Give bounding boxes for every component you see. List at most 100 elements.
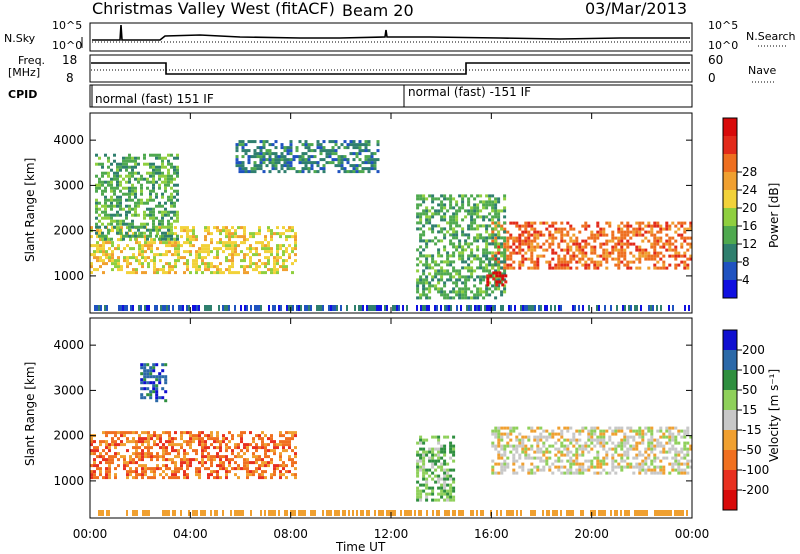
power-cell (485, 287, 489, 291)
velocity-cell (162, 458, 165, 462)
power-cell (280, 152, 284, 156)
power-cell (422, 254, 426, 258)
power-near-cell (660, 305, 662, 311)
velocity-cell (566, 447, 570, 451)
power-colorbar-swatch (723, 154, 737, 172)
velocity-cell (279, 470, 282, 474)
power-cell (304, 152, 308, 156)
power-near-cell (258, 305, 260, 311)
power-cell (488, 251, 492, 255)
power-cell (512, 251, 516, 255)
power-cell (635, 230, 639, 234)
velocity-cell (240, 440, 243, 444)
velocity-cell (93, 464, 96, 468)
velocity-near-cell (136, 510, 138, 516)
power-cell (247, 161, 251, 165)
power-cell (431, 230, 435, 234)
velocity-cell (563, 465, 567, 469)
power-cell (455, 248, 459, 252)
power-cell (440, 254, 444, 258)
power-cell (241, 161, 245, 165)
power-cell (443, 218, 447, 222)
velocity-cell (161, 363, 165, 367)
velocity-near-cell (602, 510, 604, 516)
power-cell (536, 263, 540, 267)
velocity-cell (497, 441, 501, 445)
power-cell (434, 260, 438, 264)
power-cell (177, 259, 180, 263)
velocity-cell (228, 446, 231, 450)
velocity-cell (150, 476, 153, 480)
power-cell (93, 268, 96, 272)
velocity-cell (156, 452, 159, 456)
power-cell (195, 259, 198, 263)
velocity-cell (213, 455, 216, 459)
velocity-colorbar-tick-label: -50 (742, 443, 762, 457)
velocity-near-cell (292, 510, 294, 516)
velocity-cell (216, 470, 219, 474)
power-cell (638, 257, 642, 261)
power-cell (566, 230, 570, 234)
velocity-cell (533, 450, 537, 454)
power-cell (234, 235, 237, 239)
power-cell (437, 269, 441, 273)
power-cell (268, 152, 272, 156)
power-cell (122, 186, 125, 190)
velocity-cell (419, 483, 423, 487)
power-cell (557, 257, 561, 261)
power-cell (225, 235, 228, 239)
velocity-cell (90, 443, 93, 447)
power-cell (644, 236, 648, 240)
power-cell (96, 244, 99, 248)
power-cell (140, 192, 143, 196)
power-cell (443, 212, 447, 216)
power-cell (470, 248, 474, 252)
velocity-cell (126, 461, 129, 465)
power-cell (120, 268, 123, 272)
velocity-near-cell (676, 510, 678, 516)
power-cell (425, 287, 429, 291)
power-cell (167, 180, 170, 184)
velocity-cell (560, 471, 564, 475)
velocity-cell (587, 429, 591, 433)
velocity-cell (593, 429, 597, 433)
power-cell (431, 215, 435, 219)
power-cell (259, 164, 263, 168)
velocity-cell (674, 450, 678, 454)
power-cell (247, 149, 251, 153)
velocity-cell (602, 435, 606, 439)
velocity-cell (152, 381, 156, 385)
power-cell (647, 254, 651, 258)
power-cell (500, 260, 504, 264)
velocity-cell (140, 378, 144, 382)
power-cell (250, 170, 254, 174)
velocity-near-cell (444, 510, 446, 516)
velocity-cell (93, 476, 96, 480)
power-cell (614, 257, 618, 261)
velocity-cell (557, 450, 561, 454)
velocity-cell (611, 432, 615, 436)
power-cell (422, 287, 426, 291)
velocity-cell (500, 435, 504, 439)
velocity-cell (602, 459, 606, 463)
velocity-cell (225, 467, 228, 471)
power-cell (461, 293, 465, 297)
power-cell (575, 239, 579, 243)
velocity-cell (156, 437, 159, 441)
power-cell (207, 265, 210, 269)
power-cell (349, 143, 353, 147)
velocity-cell (425, 471, 429, 475)
power-cell (231, 271, 234, 275)
power-cell (167, 219, 170, 223)
velocity-cell (216, 455, 219, 459)
power-cell (437, 212, 441, 216)
velocity-near-cell (162, 510, 164, 516)
velocity-cell (641, 429, 645, 433)
power-cell (170, 174, 173, 178)
velocity-near-cell (460, 510, 462, 516)
power-cell (370, 161, 374, 165)
velocity-cell (171, 437, 174, 441)
velocity-cell (590, 441, 594, 445)
power-cell (674, 248, 678, 252)
velocity-cell (141, 452, 144, 456)
